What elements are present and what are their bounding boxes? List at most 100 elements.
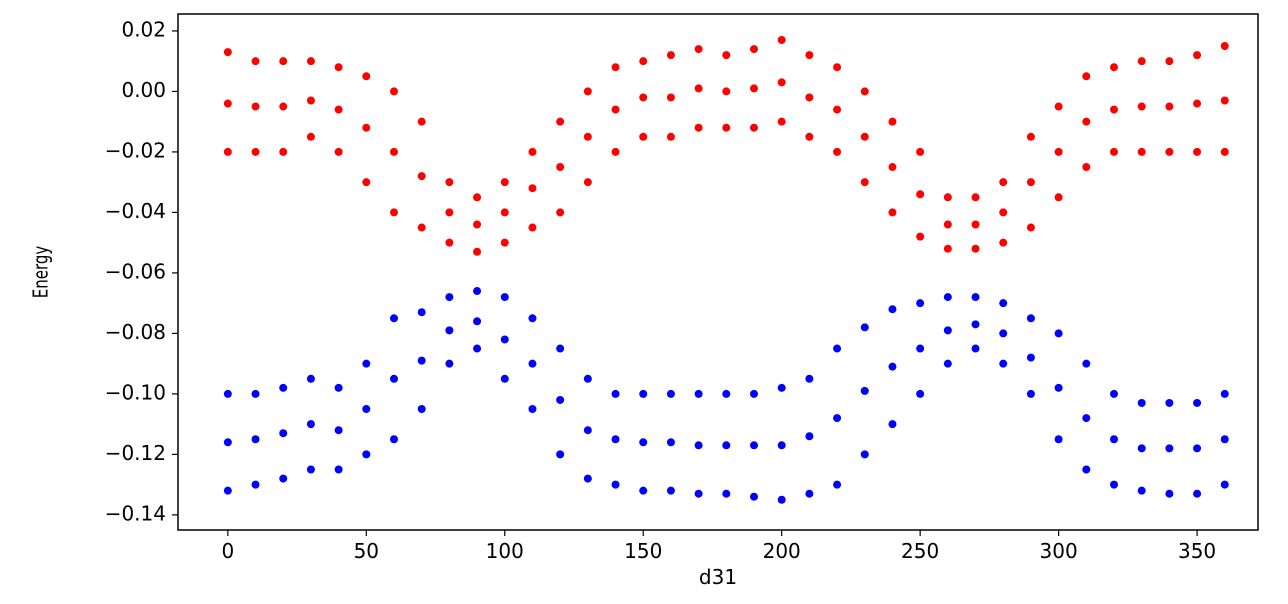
scatter-point	[666, 93, 675, 102]
scatter-point	[860, 323, 869, 332]
scatter-point	[805, 374, 814, 383]
scatter-point	[916, 344, 925, 353]
scatter-point	[916, 232, 925, 241]
scatter-point	[1110, 480, 1118, 489]
scatter-point	[999, 299, 1008, 308]
scatter-point	[1220, 389, 1229, 398]
scatter-point	[251, 147, 260, 156]
scatter-point	[999, 359, 1008, 368]
scatter-point	[943, 293, 952, 302]
scatter-point	[777, 383, 786, 392]
y-tick-label: −0.10	[105, 380, 166, 404]
scatter-point	[306, 96, 315, 105]
scatter-point	[888, 362, 897, 371]
scatter-point	[943, 193, 952, 202]
scatter-point	[805, 432, 814, 441]
scatter-point	[334, 63, 343, 72]
scatter-point	[1220, 147, 1229, 156]
scatter-point	[390, 208, 398, 217]
scatter-point	[833, 414, 842, 423]
scatter-point	[999, 178, 1008, 187]
scatter-point	[1193, 489, 1202, 498]
scatter-point	[943, 244, 952, 253]
scatter-point	[473, 317, 482, 326]
scatter-point	[639, 57, 648, 66]
scatter-point	[1220, 42, 1229, 51]
scatter-point	[722, 87, 731, 96]
scatter-point	[390, 374, 398, 383]
scatter-point	[528, 223, 537, 232]
x-tick-label: 200	[763, 539, 801, 563]
scatter-point	[694, 123, 703, 132]
scatter-point	[1054, 329, 1063, 338]
scatter-point	[777, 36, 786, 45]
scatter-point	[1165, 398, 1174, 407]
scatter-point	[611, 389, 620, 398]
scatter-point	[1026, 389, 1035, 398]
scatter-point	[611, 480, 620, 489]
scatter-point	[694, 441, 703, 450]
scatter-point	[417, 356, 426, 365]
scatter-point	[473, 247, 482, 256]
scatter-point	[1054, 383, 1063, 392]
scatter-point	[1137, 444, 1146, 453]
scatter-point	[1082, 117, 1091, 126]
scatter-point	[805, 51, 814, 60]
y-tick-label: −0.02	[105, 138, 166, 162]
scatter-point	[750, 123, 758, 132]
scatter-point	[1165, 102, 1174, 111]
scatter-point	[639, 132, 648, 141]
scatter-point	[473, 220, 482, 229]
scatter-point	[999, 329, 1008, 338]
scatter-point	[417, 308, 426, 317]
scatter-point	[473, 344, 482, 353]
scatter-point	[583, 426, 592, 435]
scatter-point	[694, 489, 703, 498]
scatter-point	[999, 238, 1008, 247]
scatter-point	[334, 147, 343, 156]
plot-frame	[177, 13, 1259, 531]
scatter-point	[639, 486, 648, 495]
scatter-point	[750, 45, 758, 54]
scatter-point	[1220, 435, 1229, 444]
x-tick-label: 100	[486, 539, 524, 563]
scatter-point	[1193, 51, 1202, 60]
scatter-point	[860, 87, 869, 96]
scatter-point	[1110, 63, 1118, 72]
scatter-point	[223, 48, 232, 57]
scatter-point	[860, 178, 869, 187]
scatter-point	[583, 474, 592, 483]
scatter-point	[362, 178, 371, 187]
y-axis-label: Energy	[31, 246, 54, 298]
scatter-point	[999, 208, 1008, 217]
scatter-point	[362, 450, 371, 459]
scatter-point	[888, 305, 897, 314]
scatter-point	[833, 147, 842, 156]
scatter-point	[611, 435, 620, 444]
scatter-point	[362, 72, 371, 81]
scatter-point	[1165, 444, 1174, 453]
scatter-point	[306, 132, 315, 141]
scatter-point	[666, 51, 675, 60]
scatter-point	[722, 389, 731, 398]
scatter-point	[445, 359, 454, 368]
scatter-point	[971, 293, 980, 302]
scatter-point	[1110, 389, 1118, 398]
scatter-point	[1082, 163, 1091, 172]
scatter-point	[1082, 465, 1091, 474]
scatter-point	[888, 163, 897, 172]
scatter-point	[916, 389, 925, 398]
scatter-point	[916, 299, 925, 308]
scatter-point	[500, 293, 509, 302]
scatter-point	[1110, 147, 1118, 156]
scatter-point	[750, 389, 758, 398]
scatter-point	[1026, 132, 1035, 141]
scatter-point	[306, 374, 315, 383]
scatter-point	[362, 359, 371, 368]
scatter-point	[445, 326, 454, 335]
scatter-point	[1137, 486, 1146, 495]
scatter-point	[971, 344, 980, 353]
scatter-point	[445, 293, 454, 302]
scatter-point	[500, 208, 509, 217]
scatter-point	[1054, 193, 1063, 202]
